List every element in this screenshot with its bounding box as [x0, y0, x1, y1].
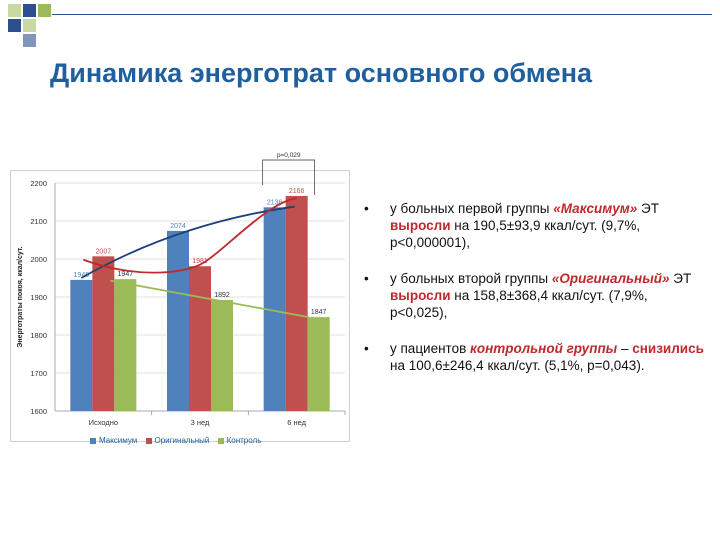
y-tick-label: 1800	[30, 331, 47, 340]
y-axis-label: Энерготраты покоя, ккал/сут.	[17, 246, 24, 347]
trend-line-control	[110, 279, 309, 319]
y-tick-label: 2100	[30, 217, 47, 226]
trend-line-original	[83, 197, 297, 274]
bar-1-2	[167, 230, 189, 411]
x-tick-label: 3 нед	[191, 418, 210, 427]
legend-item-control: Контроль	[217, 436, 261, 445]
y-tick-label: 1600	[30, 407, 47, 416]
data-label: 1981	[192, 258, 208, 265]
bullet-item: • у пациентов контрольной группы – снизи…	[364, 341, 704, 373]
y-tick-label: 2000	[30, 255, 47, 264]
legend-item-maximum: Максимум	[90, 436, 137, 445]
y-tick-label: 1700	[30, 369, 47, 378]
bar-2-2	[189, 266, 211, 411]
bullet-item: • у больных второй группы «Оригинальный»…	[364, 271, 692, 320]
slide-title: Динамика энерготрат основного обмена	[50, 58, 593, 88]
data-label: 1945	[74, 272, 90, 279]
bar-1-1	[70, 279, 93, 411]
data-label: 1847	[311, 309, 327, 316]
data-label: 1892	[214, 292, 230, 299]
data-label: 1947	[118, 271, 134, 278]
x-tick-label: Исходно	[89, 418, 119, 427]
bar-3-3	[307, 317, 330, 411]
y-tick-label: 1900	[30, 293, 47, 302]
data-label: 2166	[289, 188, 305, 195]
data-label: 2007	[96, 248, 112, 255]
significance-label: p=0,029	[277, 152, 301, 159]
bar-2-3	[285, 195, 308, 411]
bar-2-1	[92, 256, 115, 411]
legend-item-original: Оригинальный	[145, 436, 209, 445]
trend-line-maximum	[80, 205, 295, 279]
bar-1-3	[263, 207, 286, 411]
data-label: 2074	[170, 223, 186, 230]
y-tick-label: 2200	[30, 179, 47, 188]
bullet-item: • у больных первой группы «Максимум» ЭТ …	[364, 201, 659, 250]
findings-list: • у больных первой группы «Максимум» ЭТ …	[362, 200, 707, 393]
bar-3-2	[211, 300, 233, 411]
x-tick-label: 6 нед	[287, 418, 306, 427]
bar-3-1	[114, 279, 137, 411]
data-label: 2136	[267, 199, 283, 206]
significance-bracket	[262, 159, 316, 195]
chart-legend: Максимум Оригинальный Контроль	[90, 436, 267, 445]
